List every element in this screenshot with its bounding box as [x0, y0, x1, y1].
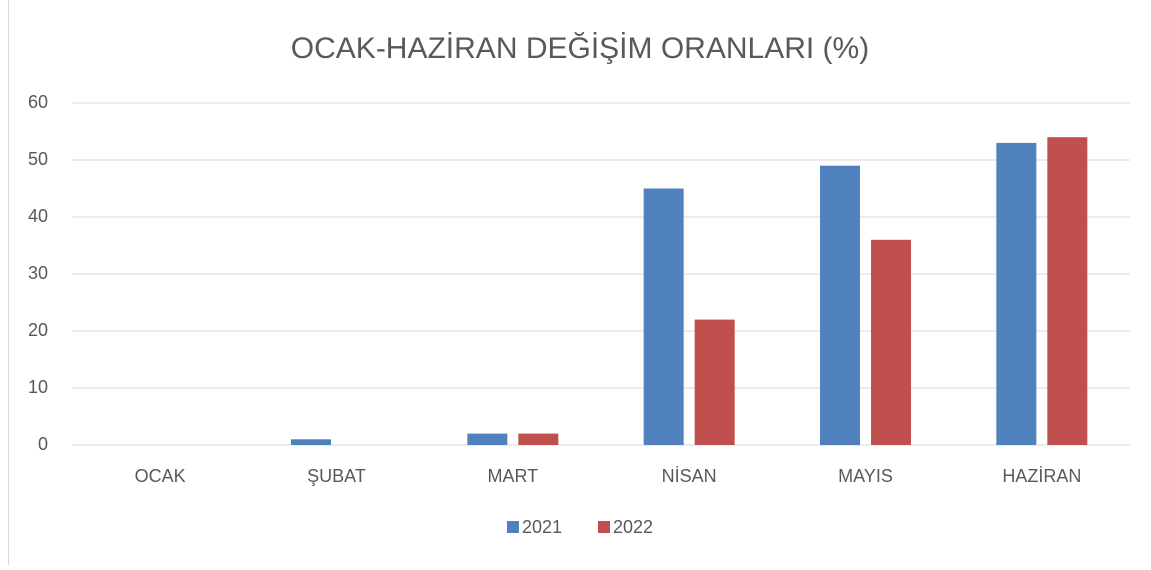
x-tick-label: MAYIS	[838, 466, 893, 486]
x-tick-label: NİSAN	[662, 466, 717, 486]
bar	[291, 439, 331, 445]
legend-label: 2022	[613, 517, 653, 537]
y-tick-label: 50	[28, 149, 48, 169]
legend-label: 2021	[522, 517, 562, 537]
x-tick-label: HAZİRAN	[1002, 466, 1081, 486]
bar	[1047, 137, 1087, 445]
bar	[820, 166, 860, 445]
x-tick-label: OCAK	[135, 466, 186, 486]
chart-title: OCAK-HAZİRAN DEĞİŞİM ORANLARI (%)	[291, 32, 869, 65]
y-tick-label: 40	[28, 206, 48, 226]
bar	[518, 434, 558, 445]
x-tick-label: MART	[487, 466, 538, 486]
legend-swatch	[598, 521, 610, 533]
y-tick-label: 20	[28, 320, 48, 340]
bar	[695, 320, 735, 445]
bar	[871, 240, 911, 445]
y-tick-label: 10	[28, 377, 48, 397]
x-tick-label: ŞUBAT	[307, 466, 366, 486]
bar	[644, 189, 684, 446]
legend-swatch	[507, 521, 519, 533]
bar	[467, 434, 507, 445]
bar	[996, 143, 1036, 445]
y-tick-label: 0	[38, 434, 48, 454]
y-tick-label: 30	[28, 263, 48, 283]
y-tick-label: 60	[28, 92, 48, 112]
